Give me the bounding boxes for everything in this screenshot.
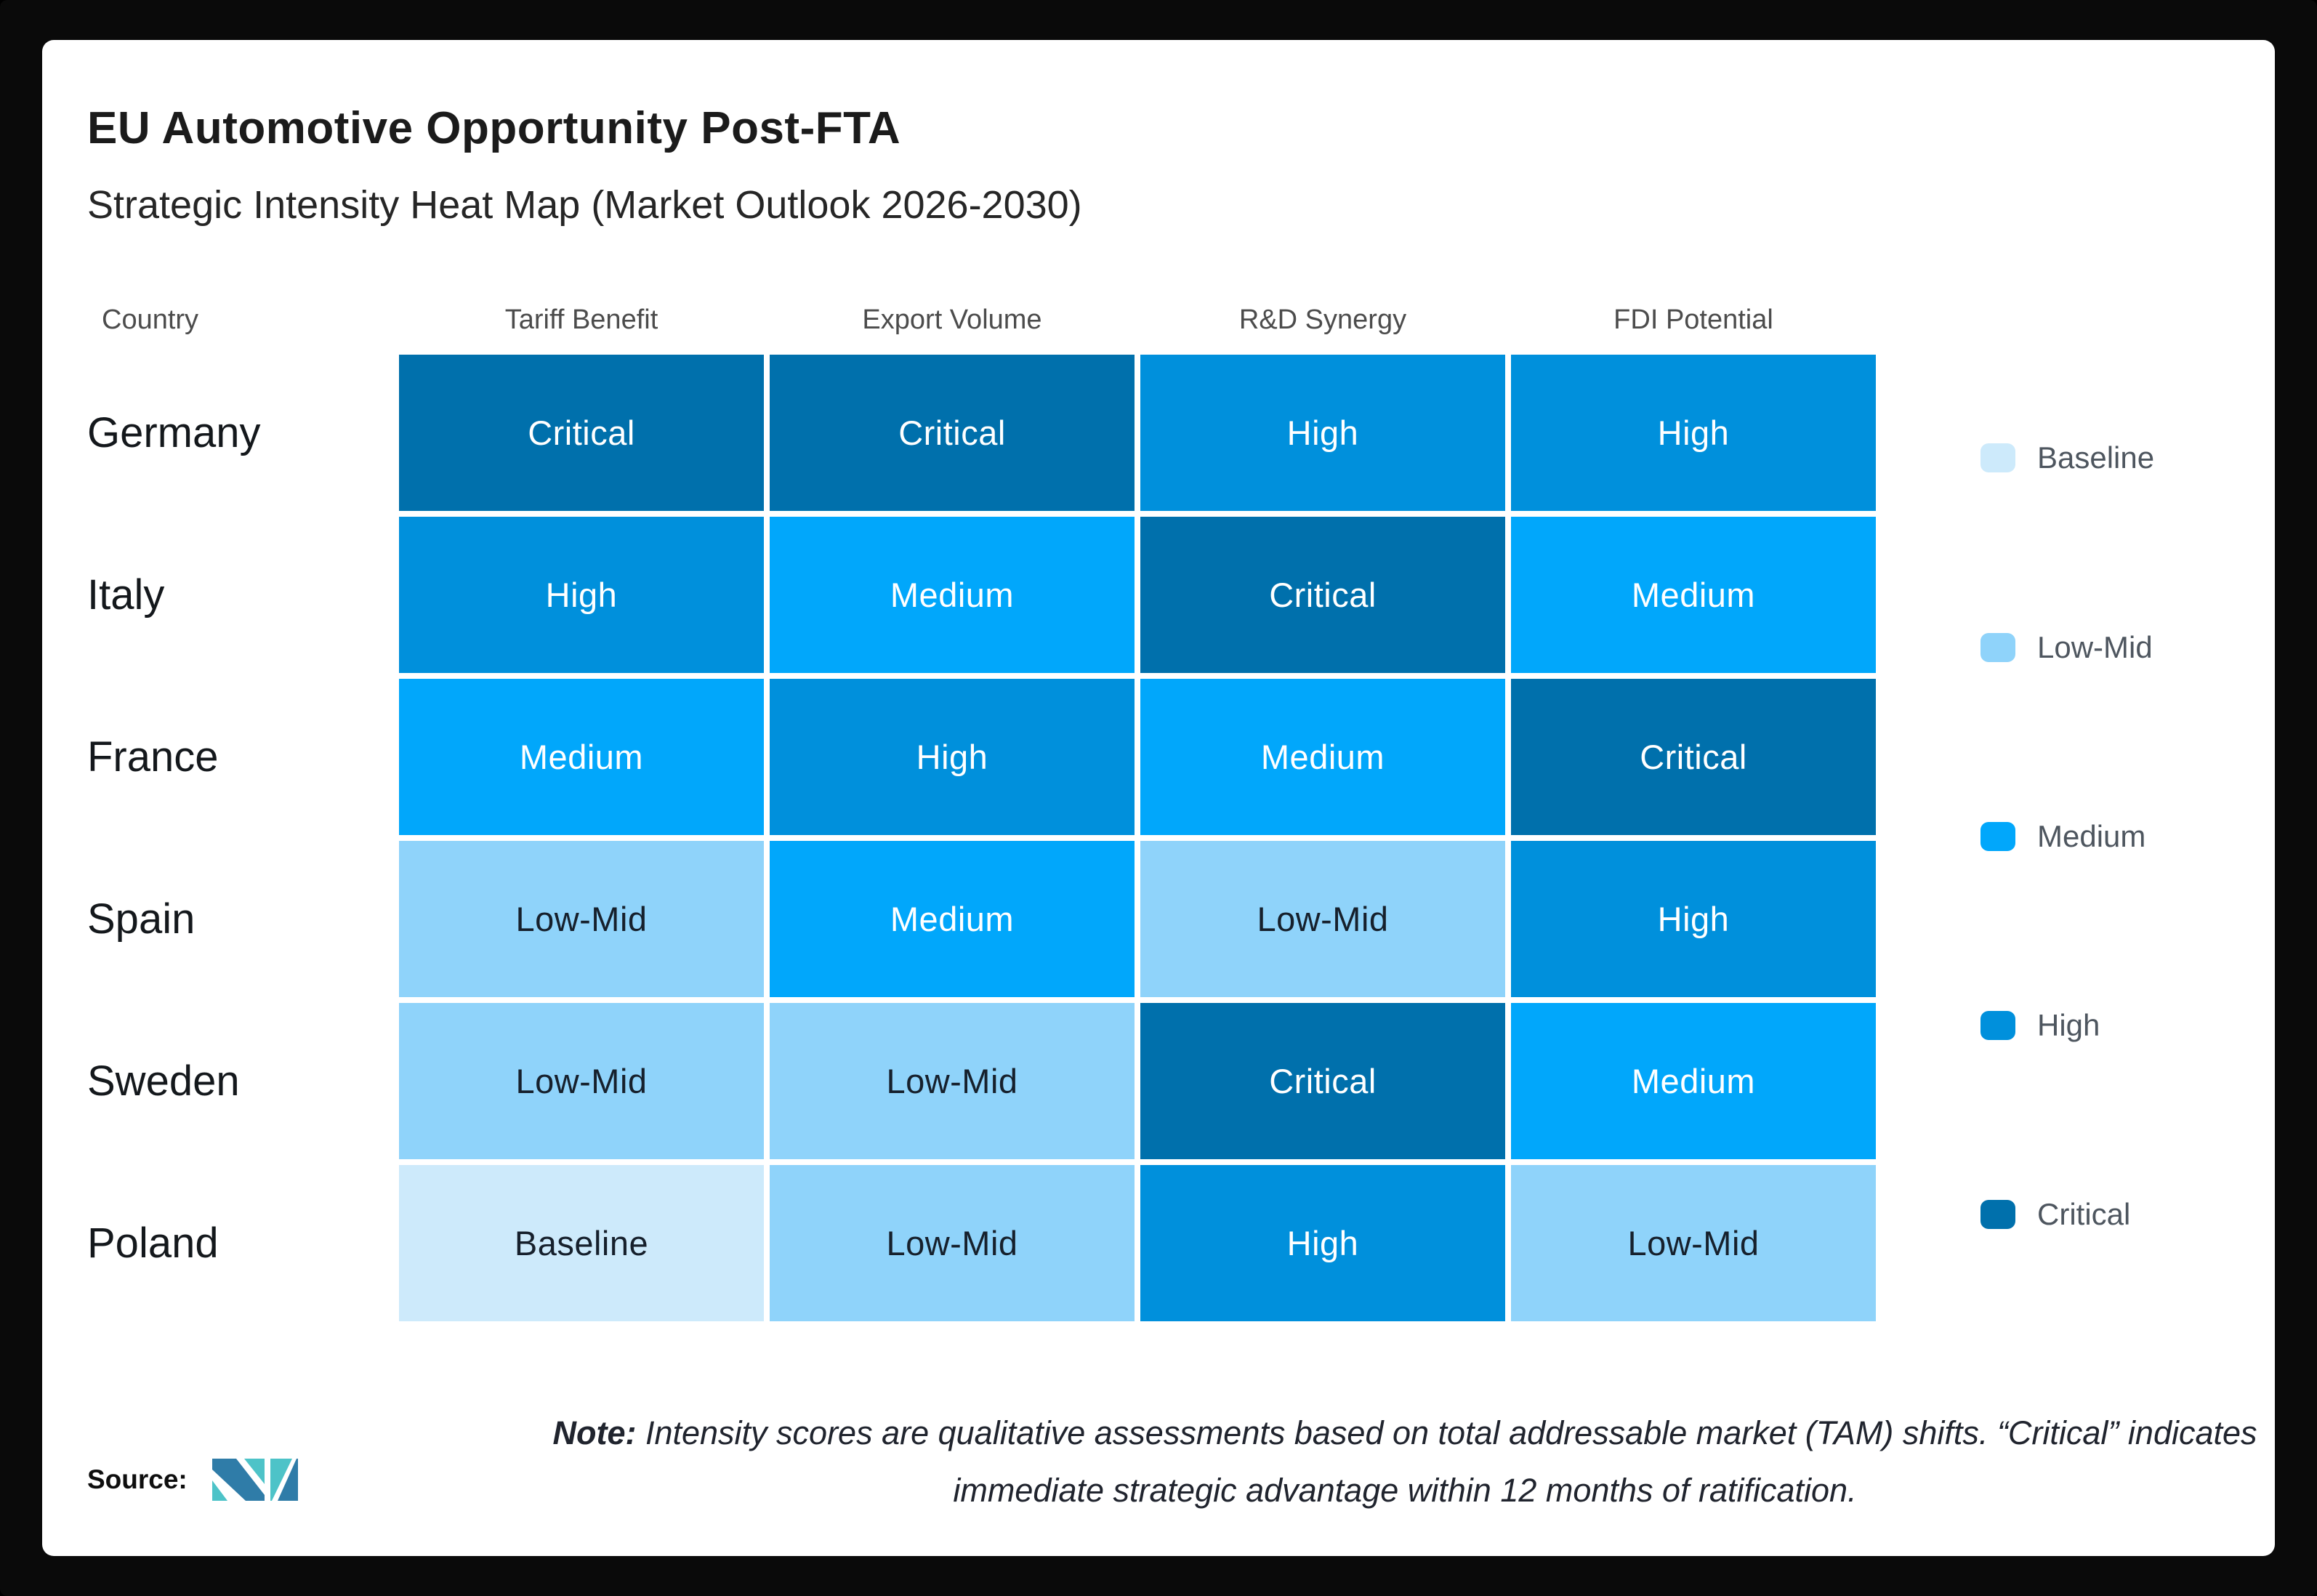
legend-swatch-icon: [1980, 443, 2015, 472]
legend-item-baseline: Baseline: [1980, 440, 2154, 475]
row-label-germany: Germany: [87, 409, 261, 456]
legend-label: Low-Mid: [2037, 630, 2153, 664]
legend: Baseline Low-Mid Medium High Critical: [1980, 40, 2275, 1556]
heatmap-cell-france-1: Medium: [399, 679, 764, 835]
legend-item-low-mid: Low-Mid: [1980, 630, 2153, 665]
source-attribution: Source:: [87, 1459, 298, 1501]
heatmap-cell-germany-1: Critical: [399, 355, 764, 511]
column-header-rd-synergy: R&D Synergy: [1238, 304, 1407, 335]
row-label-france: France: [87, 733, 219, 781]
legend-swatch-icon: [1980, 1200, 2015, 1229]
heatmap-cell-france-2: High: [770, 679, 1135, 835]
heatmap-cell-italy-2: Medium: [770, 517, 1135, 673]
heatmap-cell-spain-1: Low-Mid: [399, 841, 764, 997]
chart-card: EU Automotive Opportunity Post-FTA Strat…: [42, 40, 2275, 1556]
heatmap-grid: Country Tariff Benefit Export Volume R&D…: [87, 291, 1876, 1321]
footnote-text: Intensity scores are qualitative assessm…: [636, 1414, 2257, 1509]
legend-swatch-icon: [1980, 633, 2015, 662]
column-header-fdi-potential: FDI Potential: [1613, 304, 1773, 335]
heatmap-cell-sweden-4: Medium: [1511, 1003, 1876, 1159]
heatmap-cell-poland-2: Low-Mid: [770, 1165, 1135, 1321]
heatmap-cell-sweden-2: Low-Mid: [770, 1003, 1135, 1159]
heatmap-cell-spain-4: High: [1511, 841, 1876, 997]
heatmap-cell-poland-4: Low-Mid: [1511, 1165, 1876, 1321]
row-label-sweden: Sweden: [87, 1057, 240, 1105]
legend-item-critical: Critical: [1980, 1197, 2130, 1232]
legend-item-medium: Medium: [1980, 819, 2145, 854]
footnote: Note: Intensity scores are qualitative a…: [544, 1405, 2266, 1520]
heatmap-cell-poland-1: Baseline: [399, 1165, 764, 1321]
legend-swatch-icon: [1980, 822, 2015, 851]
heatmap-cell-spain-2: Medium: [770, 841, 1135, 997]
footnote-label: Note:: [552, 1414, 637, 1451]
heatmap-cell-sweden-3: Critical: [1140, 1003, 1505, 1159]
mi-logo-icon: [211, 1459, 298, 1501]
heatmap-cell-spain-3: Low-Mid: [1140, 841, 1505, 997]
legend-label: High: [2037, 1008, 2100, 1042]
heatmap-cell-france-4: Critical: [1511, 679, 1876, 835]
legend-label: Medium: [2037, 819, 2146, 853]
chart-subtitle: Strategic Intensity Heat Map (Market Out…: [87, 183, 1082, 227]
heatmap-cell-germany-3: High: [1140, 355, 1505, 511]
heatmap-cell-germany-4: High: [1511, 355, 1876, 511]
heatmap-cell-sweden-1: Low-Mid: [399, 1003, 764, 1159]
legend-swatch-icon: [1980, 1011, 2015, 1040]
column-header-tariff-benefit: Tariff Benefit: [504, 304, 658, 335]
heatmap-cell-italy-1: High: [399, 517, 764, 673]
column-header-country: Country: [102, 304, 199, 335]
chart-title: EU Automotive Opportunity Post-FTA: [87, 103, 901, 153]
legend-label: Baseline: [2037, 440, 2155, 475]
row-label-italy: Italy: [87, 571, 165, 618]
heatmap-cell-italy-4: Medium: [1511, 517, 1876, 673]
column-header-export-volume: Export Volume: [862, 304, 1042, 335]
row-label-poland: Poland: [87, 1220, 219, 1267]
heatmap-cell-poland-3: High: [1140, 1165, 1505, 1321]
source-label: Source:: [87, 1464, 188, 1494]
row-label-spain: Spain: [87, 895, 196, 943]
legend-item-high: High: [1980, 1008, 2100, 1043]
heatmap-cell-france-3: Medium: [1140, 679, 1505, 835]
heatmap-cell-germany-2: Critical: [770, 355, 1135, 511]
heatmap-cell-italy-3: Critical: [1140, 517, 1505, 673]
legend-label: Critical: [2037, 1197, 2131, 1231]
